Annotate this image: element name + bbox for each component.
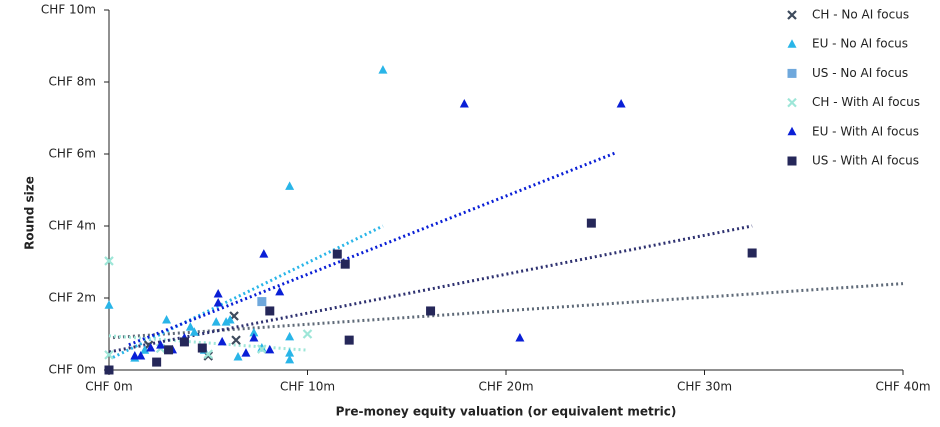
point (221, 317, 231, 326)
point (104, 256, 114, 266)
point (140, 345, 150, 354)
x-tick-label: CHF 30m (677, 380, 732, 394)
trendline (112, 282, 904, 340)
point (515, 332, 525, 342)
y-tick-label: CHF 2m (49, 291, 96, 305)
legend-label: CH - With AI focus (812, 95, 920, 109)
point (233, 352, 243, 361)
point (616, 98, 626, 108)
legend-label: EU - No AI focus (812, 37, 908, 51)
legend-marker (787, 39, 797, 48)
legend-marker (787, 126, 797, 136)
legend-label: US - With AI focus (812, 154, 919, 168)
point (332, 249, 342, 259)
point (257, 344, 267, 354)
point (217, 336, 227, 346)
trendline (108, 224, 753, 354)
point (285, 181, 295, 190)
x-tick-label: CHF 20m (478, 380, 533, 394)
point (344, 335, 354, 345)
point (275, 286, 285, 296)
point (459, 98, 469, 108)
x-axis-label: Pre-money equity valuation (or equivalen… (336, 405, 677, 419)
point (265, 306, 275, 316)
point (162, 314, 172, 324)
point (231, 335, 241, 345)
point (259, 249, 269, 258)
point (130, 350, 140, 360)
point (197, 343, 207, 353)
point (265, 344, 275, 354)
legend-marker (787, 156, 797, 166)
point (241, 348, 251, 357)
point (146, 343, 156, 352)
legend-marker (787, 97, 797, 108)
trendline (108, 334, 308, 352)
y-tick-label: CHF 0m (49, 363, 96, 377)
point (378, 65, 388, 74)
point (257, 297, 267, 307)
y-tick-label: CHF 8m (49, 75, 96, 89)
y-tick-label: CHF 10m (41, 3, 96, 17)
y-tick-label: CHF 4m (49, 219, 96, 233)
point (136, 350, 146, 360)
point (104, 350, 114, 360)
point (249, 327, 259, 337)
legend-label: EU - With AI focus (812, 124, 919, 138)
legend-label: US - No AI focus (812, 66, 908, 80)
point (104, 300, 114, 309)
legend-marker (787, 68, 797, 78)
point (213, 289, 223, 298)
point (164, 345, 174, 355)
point (225, 314, 235, 324)
y-axis-label: Round size (23, 176, 37, 250)
point (426, 306, 436, 316)
legend-label: CH - No AI focus (812, 8, 909, 22)
point (586, 218, 596, 228)
point (285, 354, 295, 364)
point (340, 259, 350, 269)
x-tick-label: CHF 0m (85, 380, 132, 394)
point (104, 365, 114, 375)
point (213, 298, 223, 307)
x-tick-label: CHF 10m (280, 380, 335, 394)
point (189, 327, 199, 336)
trendline (112, 224, 384, 359)
point (285, 348, 295, 357)
trendline (128, 150, 618, 347)
point (302, 329, 313, 339)
point (747, 248, 757, 258)
point (285, 331, 295, 341)
legend-marker (787, 10, 797, 20)
point (249, 332, 259, 342)
point (185, 322, 195, 331)
point (152, 357, 162, 367)
point (156, 340, 166, 349)
point (257, 343, 267, 352)
x-tick-label: CHF 40m (875, 380, 930, 394)
point (211, 317, 221, 326)
point (179, 337, 189, 347)
y-tick-label: CHF 6m (49, 147, 96, 161)
